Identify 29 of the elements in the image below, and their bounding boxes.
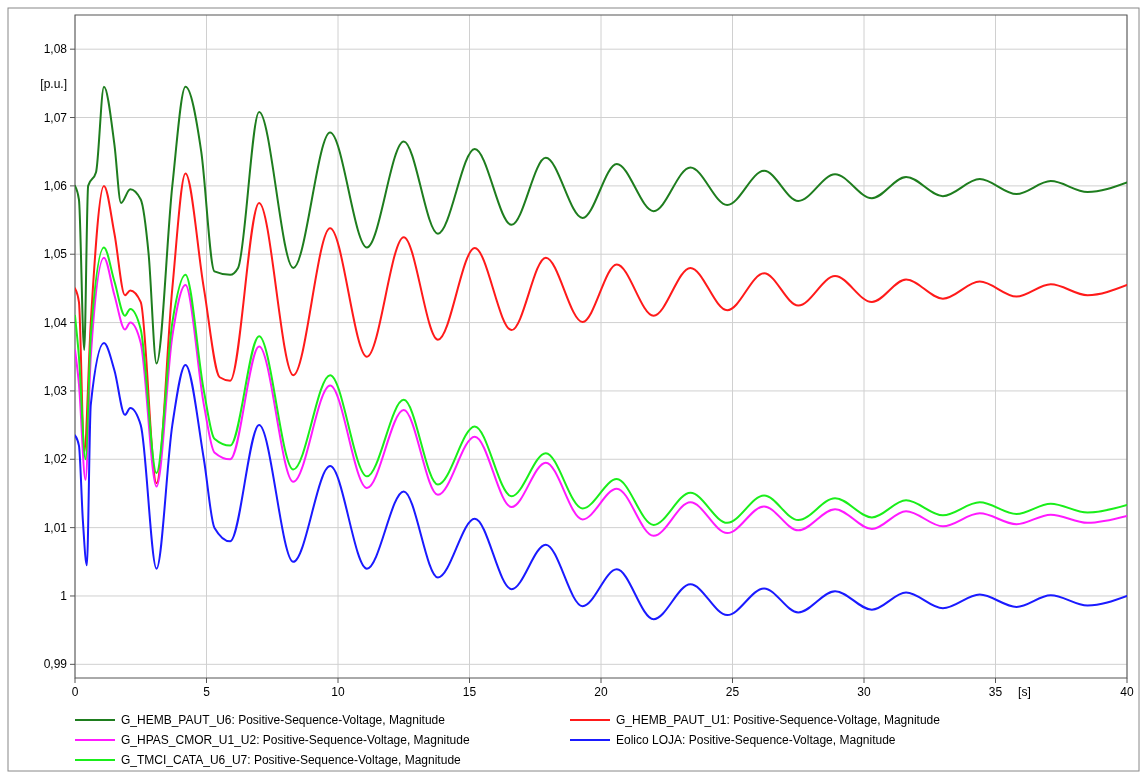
x-tick-label: 25 [725,685,740,699]
y-tick-label: 1,08 [43,42,68,57]
x-tick-label: 15 [462,685,477,699]
x-tick-label: 30 [857,685,871,699]
legend-label: G_TMCI_CATA_U6_U7: Positive-Sequence-Voltage, Magnitude [121,753,462,767]
y-tick-label: 1,07 [43,110,68,125]
y-tick-label: 1 [60,588,68,603]
x-tick-label: 20 [594,685,608,699]
y-tick-label: 1,02 [43,452,68,467]
x-tick-label: 10 [331,685,345,699]
legend-label: Eolico LOJA: Positive-Sequence-Voltage, Magnitude [616,733,896,747]
x-tick-label: 5 [203,685,211,699]
x-tick-label: 0 [71,685,79,699]
legend-label: G_HEMB_PAUT_U1: Positive-Sequence-Voltage, Magnitude [616,713,941,727]
line-series [75,172,1127,485]
line-series [75,85,1127,365]
y-tick-label: 1,06 [43,178,68,193]
y-tick-label: 1,05 [43,247,68,262]
x-axis-title: [s] [1018,685,1031,699]
y-axis-title: [p.u.] [40,77,67,91]
legend-label: G_HPAS_CMOR_U1_U2: Positive-Sequence-Voltage, Magnitude [121,733,470,747]
x-tick-label: 40 [1120,685,1134,699]
y-tick-label: 0,99 [43,657,68,672]
legend-label: G_HEMB_PAUT_U6: Positive-Sequence-Voltage, Magnitude [121,713,446,727]
line-series [75,342,1127,621]
y-tick-label: 1,03 [43,383,68,398]
y-tick-label: 1,04 [43,315,68,330]
y-tick-label: 1,01 [43,520,68,535]
x-tick-label: 35 [988,685,1003,699]
